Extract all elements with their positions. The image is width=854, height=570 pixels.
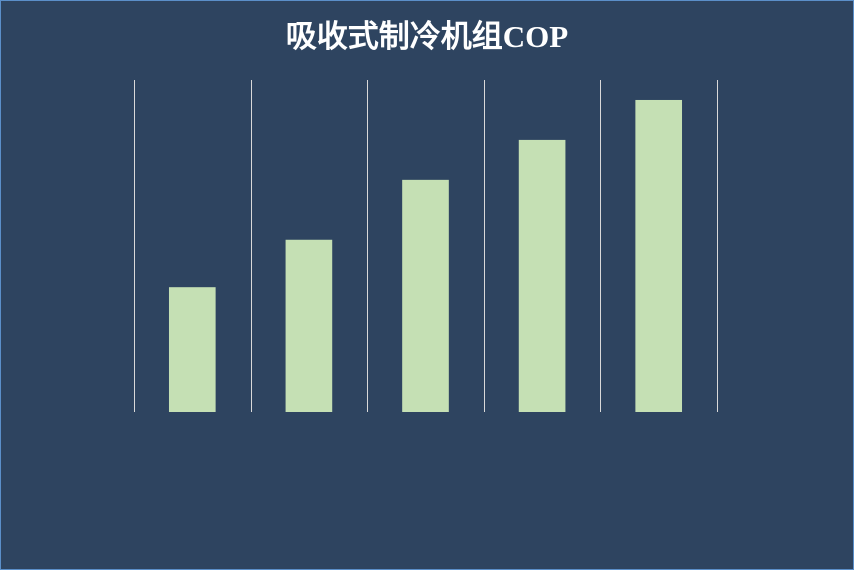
bar — [402, 179, 449, 412]
bar — [285, 239, 333, 412]
bar — [518, 139, 566, 412]
bar — [635, 99, 683, 413]
bar — [168, 287, 216, 412]
chart-title: 吸收式制冷机组COP — [286, 19, 568, 54]
